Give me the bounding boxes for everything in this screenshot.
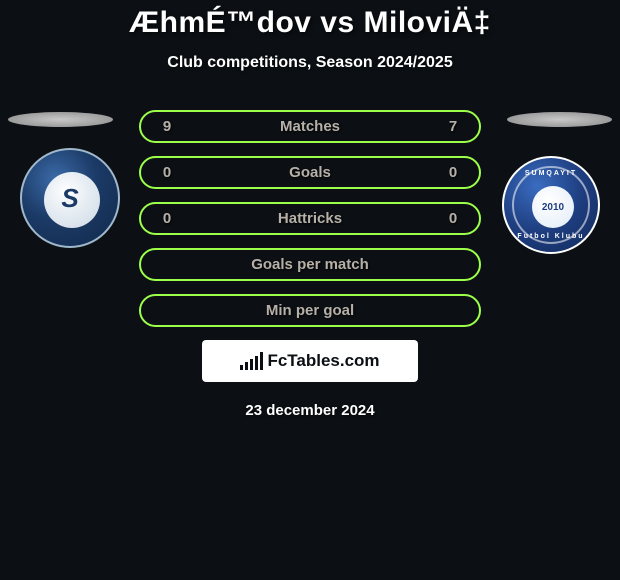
date-label: 23 december 2024 xyxy=(0,402,620,419)
stat-right-value: 0 xyxy=(443,210,463,227)
stat-left-value: 9 xyxy=(157,118,177,135)
brand-bars-icon xyxy=(240,352,263,370)
club-badge-right-year: 2010 xyxy=(532,186,574,228)
page-title: ÆhmÉ™dov vs MiloviÄ‡ xyxy=(0,6,620,40)
stat-pills: 9 Matches 7 0 Goals 0 0 Hattricks 0 Goal… xyxy=(139,110,481,327)
comparison-content: S SUMQAYIT 2010 Futbol Klubu 9 Matches 7… xyxy=(0,110,620,419)
player-right-silhouette xyxy=(507,112,612,127)
stat-right-value: 0 xyxy=(443,164,463,181)
stat-left-value: 0 xyxy=(157,210,177,227)
stat-row-min-per-goal: Min per goal xyxy=(139,294,481,327)
stat-label: Hattricks xyxy=(177,210,443,227)
stat-row-goals: 0 Goals 0 xyxy=(139,156,481,189)
header: ÆhmÉ™dov vs MiloviÄ‡ Club competitions, … xyxy=(0,0,620,72)
club-badge-right-bottom-text: Futbol Klubu xyxy=(504,233,598,240)
club-badge-left-letter: S xyxy=(22,150,118,246)
page-subtitle: Club competitions, Season 2024/2025 xyxy=(0,54,620,72)
stat-left-value: 0 xyxy=(157,164,177,181)
stat-label: Goals xyxy=(177,164,443,181)
club-badge-left: S xyxy=(20,148,120,248)
stat-right-value: 7 xyxy=(443,118,463,135)
stat-label: Matches xyxy=(177,118,443,135)
stat-row-matches: 9 Matches 7 xyxy=(139,110,481,143)
brand-banner[interactable]: FcTables.com xyxy=(202,340,418,382)
club-badge-right-top-text: SUMQAYIT xyxy=(504,170,598,177)
stat-row-hattricks: 0 Hattricks 0 xyxy=(139,202,481,235)
stat-label: Min per goal xyxy=(177,302,443,319)
brand-text: FcTables.com xyxy=(267,351,379,371)
stat-label: Goals per match xyxy=(177,256,443,273)
stat-row-goals-per-match: Goals per match xyxy=(139,248,481,281)
player-left-silhouette xyxy=(8,112,113,127)
club-badge-right: SUMQAYIT 2010 Futbol Klubu xyxy=(502,156,600,254)
